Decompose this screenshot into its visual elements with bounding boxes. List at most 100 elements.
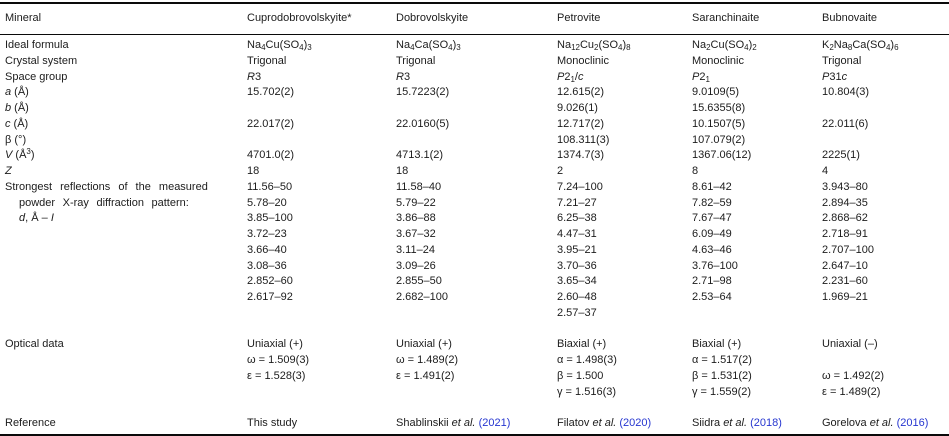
table-cell: 22.0160(5) [396,117,450,130]
row-label: Strongest reflections of the measured [5,180,208,193]
table-row: b (Å) 9.026(1) 15.6355(8) [0,101,949,117]
column-header: Bubnovaite [822,12,878,24]
table-row: V (Å3) 4701.0(2) 4713.1(2) 1374.7(3) 1367.06… [0,148,949,164]
table-cell [247,101,396,117]
table-row: ω = 1.509(3) ω = 1.489(2) α = 1.498(3) α = … [0,353,949,369]
table-row: 2.852–60 2.855–50 3.65–34 2.71–98 2.231–60 [0,274,949,290]
column-header: Dobrovolskyite [396,12,469,24]
table-cell: 4713.1(2) [396,149,444,162]
table-row: Optical data Uniaxial (+) Uniaxial (+) Biax… [0,337,949,353]
table-row: a (Å) 15.702(2) 15.7223(2) 12.615(2) 9.0109(… [0,85,949,101]
table-cell: 1.969–21 [822,291,868,303]
table-cell: 15.702(2) [247,86,295,99]
table-cell [822,101,949,117]
table-cell: 11.58–40 [396,180,442,193]
table-cell: 3.86–88 [396,212,436,225]
citation-year-link[interactable]: (2018) [750,417,782,429]
table-row: γ = 1.516(3) γ = 1.559(2) ε = 1.489(2) [0,385,949,401]
table-cell: 2 [557,165,564,177]
table-row [0,322,949,338]
table-cell: 2.647–10 [822,259,868,272]
citation-year-link[interactable]: (2016) [896,417,929,429]
table-cell: ω = 1.492(2) [822,369,885,382]
table-cell: 2.60–48 [557,291,597,303]
table-cell: 7.67–47 [692,212,732,225]
table-cell: This study [247,417,298,429]
table-cell: 7.21–27 [557,196,597,209]
row-label [5,290,247,306]
row-label: Crystal system [5,54,78,67]
table-row: Crystal system Trigonal Trigonal Monoclinic… [0,54,949,70]
table-cell: Uniaxial (+) [396,338,452,351]
row-label: β (°) [5,133,27,146]
table-cell: 6.09–49 [692,228,732,240]
table-cell [557,400,692,416]
table-cell: Biaxial (+) [692,338,742,351]
table-cell [247,385,396,401]
table-cell: 3.95–21 [557,243,597,256]
table-cell: β = 1.531(2) [692,369,752,382]
citation-year-link[interactable]: (2021) [478,417,511,429]
table-cell: ε = 1.491(2) [396,369,455,382]
table-cell: 3.76–100 [692,259,738,272]
table-cell: 2.231–60 [822,275,868,288]
table-cell [557,322,692,338]
table-cell [396,322,557,338]
table-cell: Monoclinic [557,54,609,67]
citation-year-link[interactable]: (2020) [619,417,652,429]
table-row: d, Å – I 3.85–100 3.86–88 6.25–38 7.67–47 2.8… [0,211,949,227]
row-label: Z [5,165,12,177]
table-cell: 3.65–34 [557,275,597,288]
table-cell: 3.08–36 [247,259,287,272]
table-cell [692,306,822,322]
row-label [5,400,247,416]
table-row: c (Å) 22.017(2) 22.0160(5) 12.717(2) 10.1507… [0,117,949,133]
table-row: ε = 1.528(3) ε = 1.491(2) β = 1.500 β = 1.5… [0,369,949,385]
table-row: 3.08–36 3.09–26 3.70–36 3.76–100 2.647–10 [0,259,949,275]
table-cell: Na4Ca(SO4)3 [396,39,461,52]
table-row: Strongest reflections of the measured 11.… [0,180,949,196]
table-row: Ideal formula Na4Cu(SO4)3 Na4Ca(SO4)3 Na12C… [0,38,949,54]
table-cell: 8.61–42 [692,180,732,193]
table-cell [247,306,396,322]
row-label [5,259,247,275]
table-cell: 3.11–24 [396,243,435,256]
table-cell: 3.09–26 [396,259,436,272]
table-cell: 2.855–50 [396,275,442,288]
table-cell: γ = 1.559(2) [692,385,752,398]
table-cell: 2.894–35 [822,196,868,209]
row-label [5,306,247,322]
table-row: Reference This study Shablinskii et al. (2… [0,416,949,432]
row-label: Ideal formula [5,39,69,51]
table-cell [692,322,822,338]
table-cell: 12.717(2) [557,117,605,130]
table-cell [396,385,557,401]
table-cell: 11.56–50 [247,180,293,193]
table-row: 3.72–23 3.67–32 4.47–31 6.09–49 2.718–91 [0,227,949,243]
table-cell [822,306,949,322]
table-cell: 2.718–91 [822,228,868,240]
row-label [5,322,247,338]
table-cell: ω = 1.489(2) [396,354,459,366]
table-cell: K2Na8Ca(SO4)6 [822,39,899,52]
table-cell: Trigonal [396,54,436,67]
table-cell: 4.47–31 [557,228,597,240]
row-label: a (Å) [5,86,29,99]
table-cell [396,133,557,149]
table-cell: 2.71–98 [692,275,732,288]
table-cell: 107.079(2) [692,133,746,146]
row-label: powder X-ray diffraction pattern: [19,196,189,209]
table-cell: 2225(1) [822,149,860,162]
table-cell: Trigonal [247,54,287,67]
table-cell: 3.943–80 [822,180,868,193]
table-cell: 4 [822,165,829,177]
table-header-rule [0,34,949,35]
table-cell: 2.617–92 [247,291,293,303]
table-cell: 2.682–100 [396,291,448,303]
table-cell: 22.017(2) [247,117,295,130]
table-cell: R3 [396,70,411,83]
row-label [5,353,247,369]
column-header: Cuprodobrovolskyite* [247,12,352,24]
table-top-rule [0,2,949,4]
